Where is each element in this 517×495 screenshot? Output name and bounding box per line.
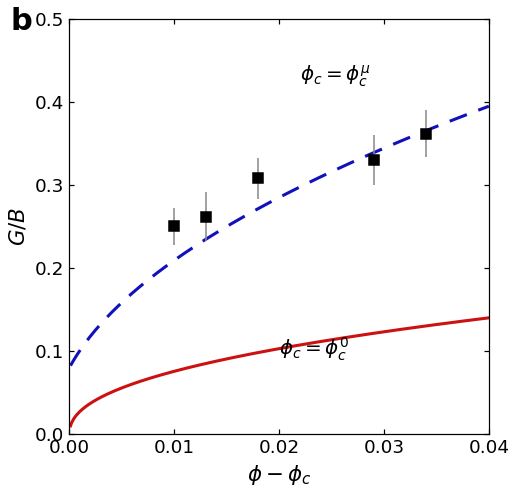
Text: b: b — [11, 6, 33, 36]
Text: $\phi_c = \phi_c^{0}$: $\phi_c = \phi_c^{0}$ — [279, 336, 349, 363]
X-axis label: $\phi - \phi_c$: $\phi - \phi_c$ — [247, 463, 311, 488]
Y-axis label: $G/B$: $G/B$ — [8, 207, 28, 246]
Text: $\phi_c = \phi_c^{\mu}$: $\phi_c = \phi_c^{\mu}$ — [300, 63, 371, 89]
